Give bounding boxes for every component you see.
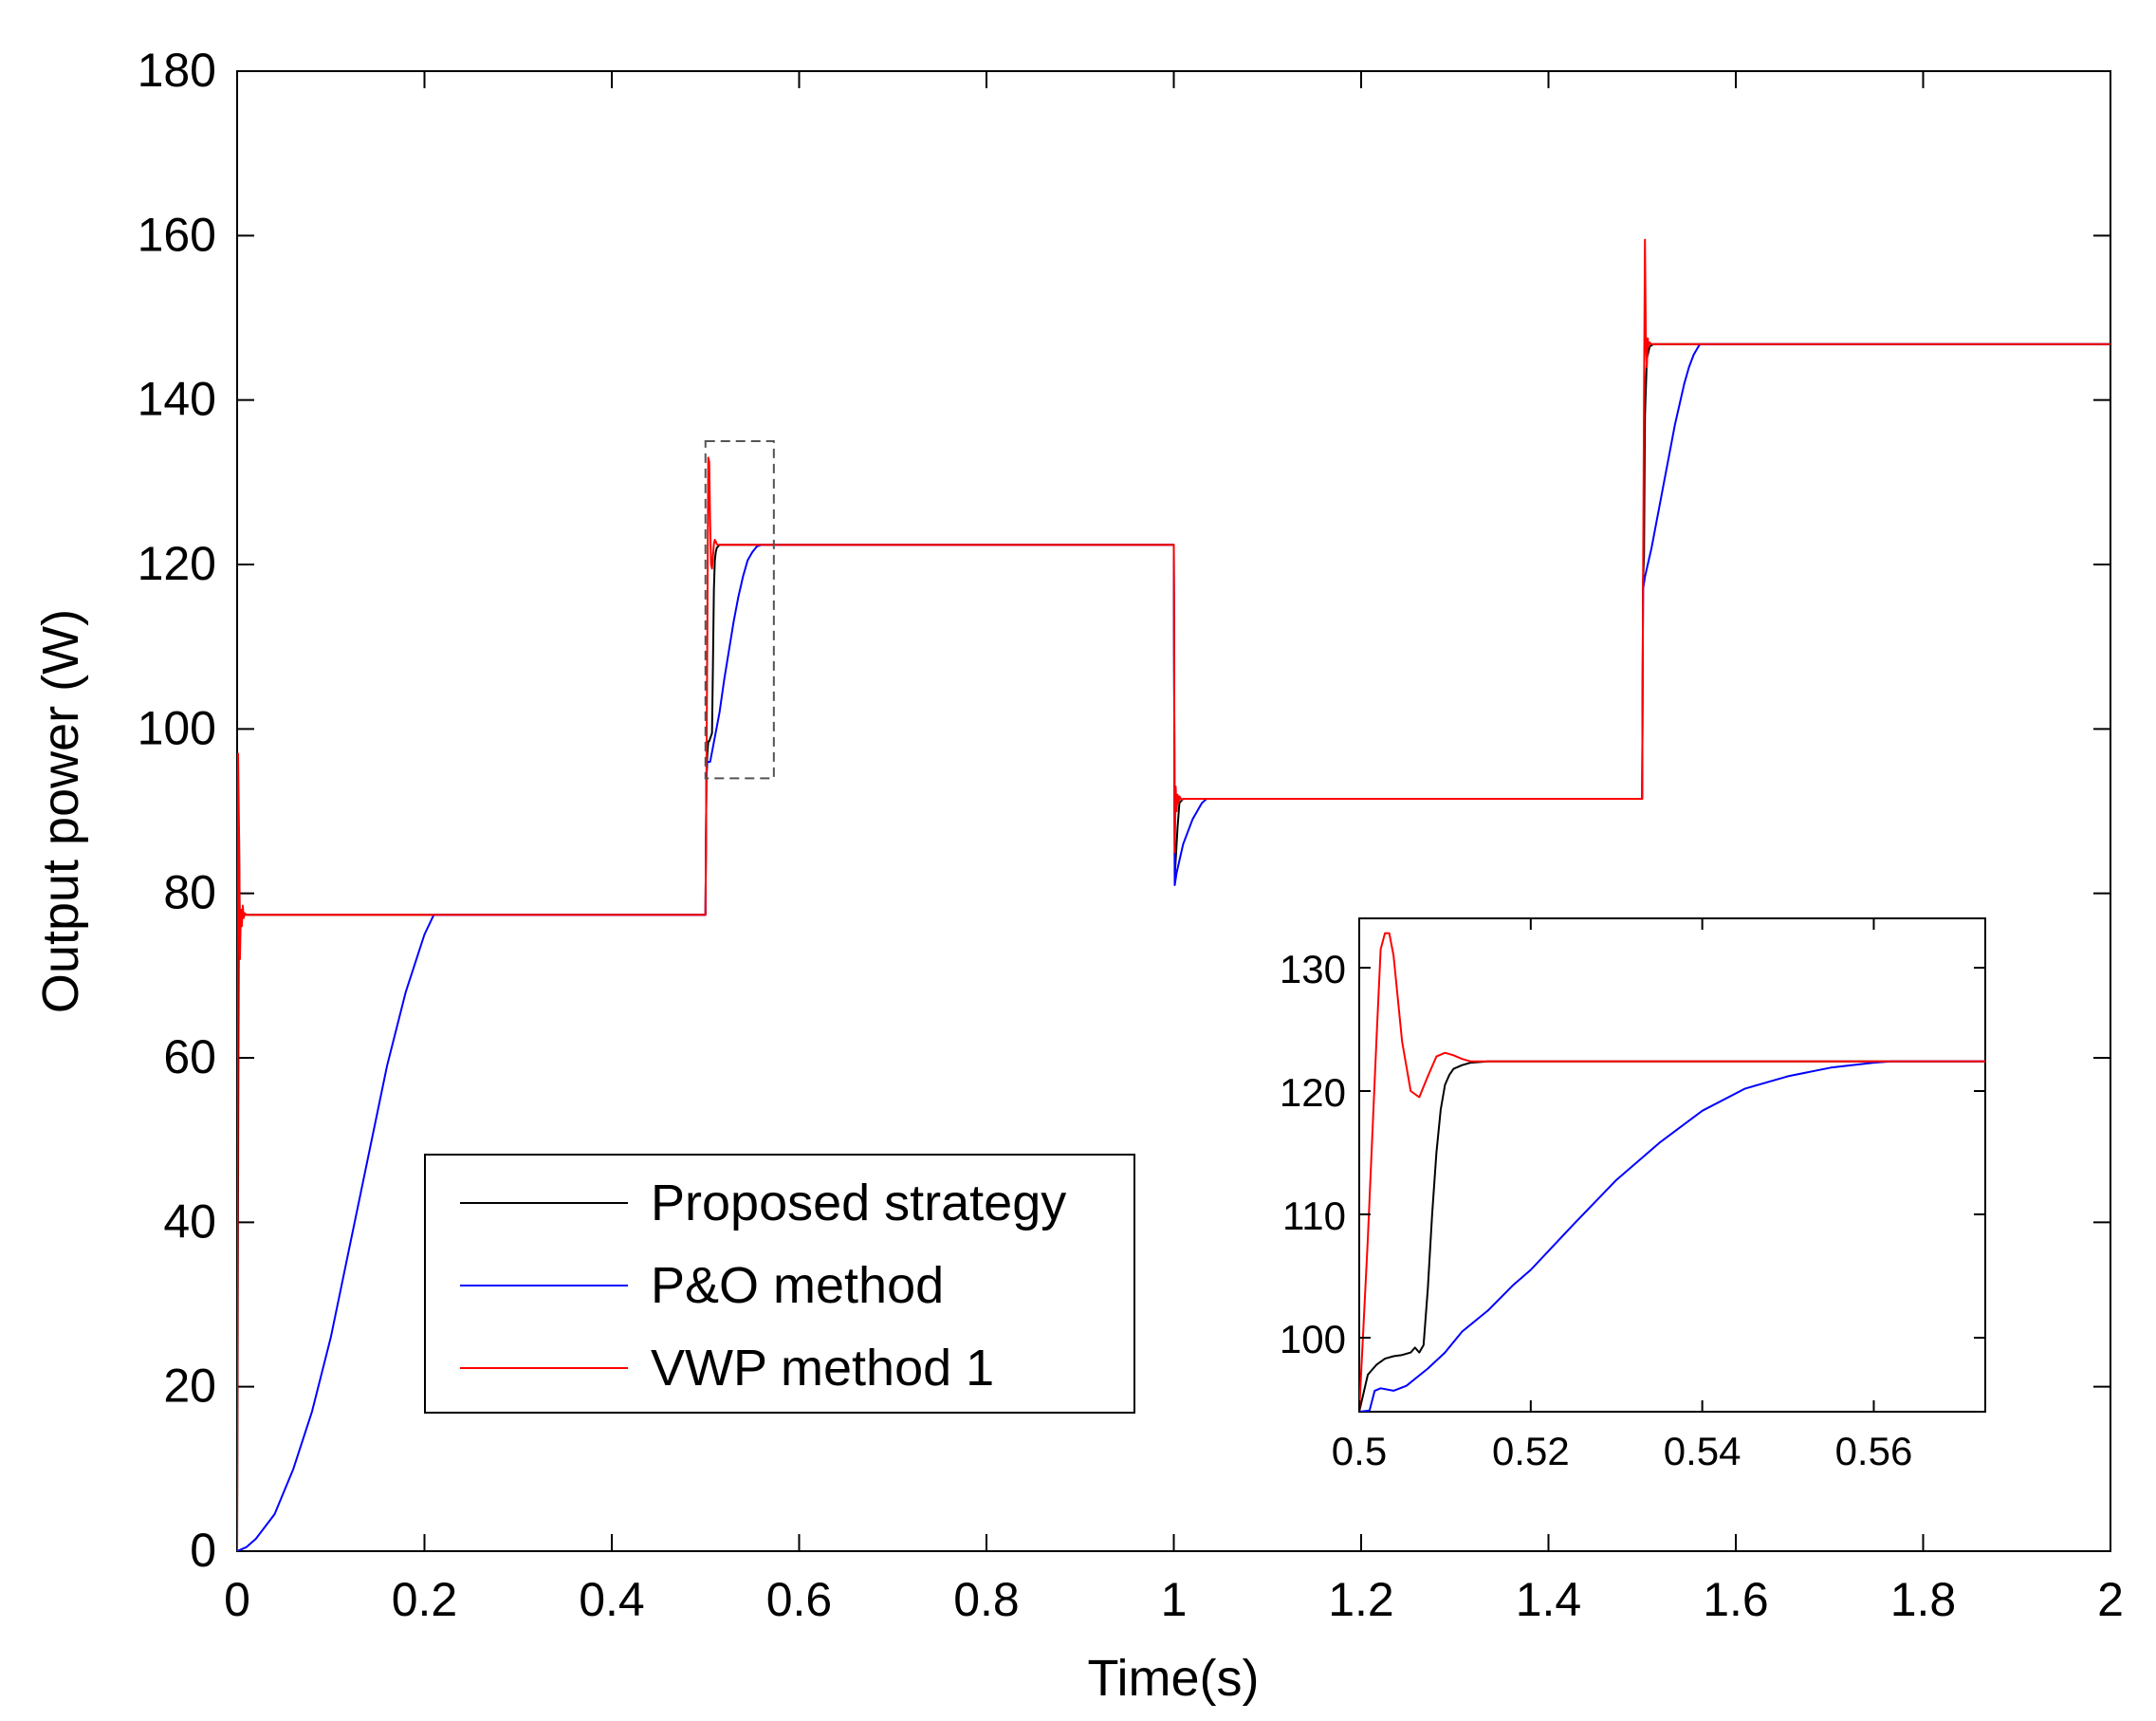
main-y-tick-label: 60: [163, 1030, 216, 1083]
inset-axes: 0.5 0.52 0.54 0.56 100 110 120 130: [1280, 917, 1986, 1473]
main-x-tick-label: 1.6: [1703, 1573, 1769, 1626]
inset-line-vwp-method-1: [1359, 932, 1985, 1412]
main-x-tick-label: 1: [1161, 1573, 1188, 1626]
main-y-tick-label: 140: [138, 373, 216, 426]
main-y-tick-label: 40: [163, 1194, 216, 1248]
inset-line-proposed-strategy: [1359, 1060, 1985, 1412]
inset-x-ticks: 0.5 0.52 0.54 0.56: [1332, 918, 1913, 1473]
main-x-tick-label: 0.4: [579, 1573, 645, 1626]
inset-y-tick-label: 130: [1280, 947, 1346, 991]
legend: Proposed strategy P&O method VWP method …: [424, 1154, 1135, 1414]
legend-label-vwp: VWP method 1: [651, 1340, 994, 1397]
zoom-box: [704, 440, 775, 780]
inset-x-tick-label: 0.56: [1835, 1429, 1913, 1473]
legend-label-po: P&O method: [651, 1257, 944, 1314]
inset-x-tick-label: 0.5: [1332, 1429, 1387, 1473]
inset-y-tick-label: 100: [1280, 1317, 1346, 1361]
inset-x-tick-label: 0.52: [1492, 1429, 1570, 1473]
main-y-tick-label: 20: [163, 1360, 216, 1413]
main-y-tick-label: 80: [163, 866, 216, 919]
main-series-group: [237, 238, 2110, 1551]
main-x-tick-label: 1.2: [1328, 1573, 1394, 1626]
main-y-tick-label: 0: [190, 1524, 216, 1577]
x-axis-label: Time(s): [1088, 1650, 1260, 1707]
main-y-tick-label: 180: [138, 44, 216, 97]
legend-box: [424, 1154, 1135, 1414]
main-x-tick-label: 0.8: [953, 1573, 1020, 1626]
legend-label-proposed: Proposed strategy: [651, 1175, 1066, 1231]
main-x-tick-label: 0.2: [392, 1573, 458, 1626]
inset-y-tick-label: 110: [1282, 1194, 1346, 1238]
main-y-tick-label: 160: [138, 208, 216, 261]
main-x-tick-label: 1.8: [1890, 1573, 1957, 1626]
main-x-tick-label: 0: [224, 1573, 250, 1626]
main-x-ticks: 0 0.2 0.4 0.6 0.8 1 1.2 1.4 1.6 1.8 2: [224, 71, 2124, 1626]
main-line-vwp-method-1: [237, 238, 2110, 1551]
inset-y-ticks: 100 110 120 130: [1280, 947, 1985, 1361]
main-y-tick-label: 100: [138, 701, 216, 754]
main-y-ticks: 0 20 40 60 80 100 120 140 160 180: [138, 44, 2110, 1577]
main-x-tick-label: 1.4: [1516, 1573, 1582, 1626]
main-x-tick-label: 0.6: [766, 1573, 833, 1626]
inset-x-tick-label: 0.54: [1664, 1429, 1741, 1473]
y-axis-label: Output power (W): [32, 609, 89, 1013]
inset-plot-frame: [1358, 917, 1986, 1413]
main-y-tick-label: 120: [138, 537, 216, 590]
inset-line-p-o-method: [1359, 1060, 1985, 1412]
inset-y-tick-label: 120: [1280, 1070, 1346, 1115]
main-x-tick-label: 2: [2097, 1573, 2124, 1626]
inset-series-group: [1359, 932, 1985, 1412]
